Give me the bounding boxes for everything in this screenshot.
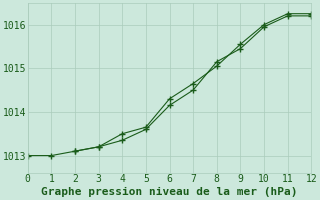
X-axis label: Graphe pression niveau de la mer (hPa): Graphe pression niveau de la mer (hPa) bbox=[41, 187, 298, 197]
